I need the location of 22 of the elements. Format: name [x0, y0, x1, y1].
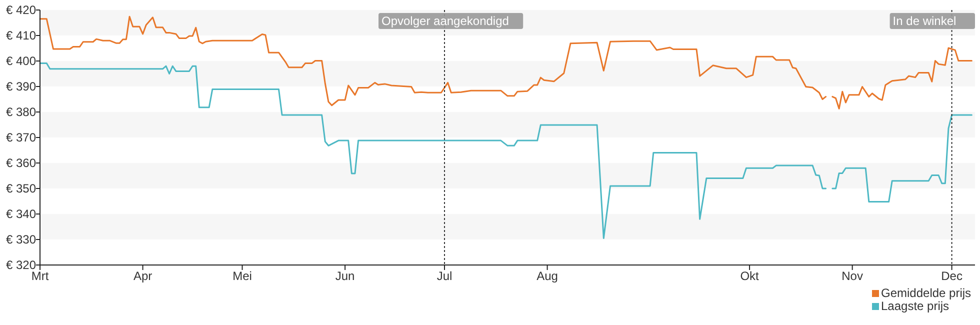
legend-label: Gemiddelde prijs — [881, 286, 972, 300]
y-tick-label: € 340 — [6, 207, 36, 222]
y-tick-label: € 380 — [6, 105, 36, 120]
x-tick-label: Apr — [133, 269, 152, 283]
x-tick-label: Jul — [436, 269, 452, 283]
y-tick-label: € 360 — [6, 156, 36, 170]
x-tick-label: Aug — [536, 269, 558, 283]
legend-label: Laagste prijs — [881, 299, 950, 313]
x-tick-label: Okt — [740, 269, 760, 283]
y-tick-label: € 390 — [6, 80, 36, 94]
y-tick-label: € 420 — [6, 3, 36, 18]
ref-line-label: Opvolger aangekondigd — [382, 14, 509, 28]
y-tick-label: € 370 — [6, 130, 36, 145]
ref-line-label: In de winkel — [892, 14, 956, 28]
y-tick-label: € 350 — [6, 182, 36, 196]
x-tick-label: Mei — [232, 269, 252, 283]
x-tick-label: Nov — [842, 269, 863, 283]
y-tick-label: € 410 — [6, 28, 36, 43]
x-tick-label: Dec — [941, 269, 962, 283]
y-tick-label: € 400 — [6, 54, 36, 68]
y-tick-label: € 330 — [6, 232, 36, 247]
x-tick-label: Jun — [335, 269, 355, 283]
